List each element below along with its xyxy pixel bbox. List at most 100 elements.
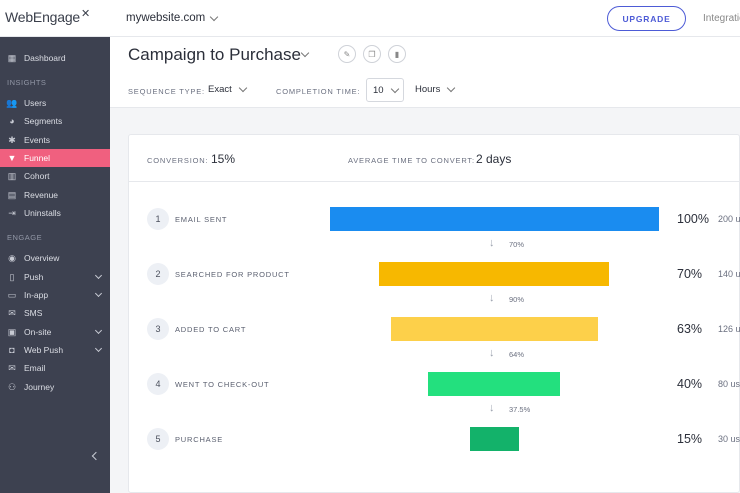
overview-icon: ◉: [8, 252, 16, 263]
step-number: 3: [147, 318, 169, 340]
email-icon: ✉: [8, 362, 16, 373]
edit-button[interactable]: ✎: [338, 45, 356, 63]
sidebar-item-label: Journey: [24, 382, 55, 392]
funnel-bar[interactable]: [390, 317, 598, 341]
sidebar-item-events[interactable]: ✱ Events: [0, 131, 110, 149]
sidebar-item-label: Web Push: [24, 345, 64, 355]
sidebar-item-overview[interactable]: ◉ Overview: [0, 249, 110, 267]
sidebar-item-label: Dashboard: [24, 53, 66, 63]
avg-time-value: 2 days: [476, 152, 512, 166]
step-conversion-rate: 70%: [509, 240, 525, 249]
summary-bar: CONVERSION: 15% AVERAGE TIME TO CONVERT:…: [129, 135, 740, 182]
sidebar-item-users[interactable]: 👥 Users: [0, 94, 110, 112]
sidebar-item-email[interactable]: ✉ Email: [0, 359, 110, 377]
sidebar-item-label: Revenue: [24, 190, 59, 200]
delete-button[interactable]: ▮: [388, 45, 406, 63]
sidebar-item-label: Uninstalls: [24, 208, 61, 218]
on-site-icon: ▣: [7, 326, 17, 337]
step-user-count: 80 us: [718, 379, 740, 389]
step-user-count: 200 u: [718, 214, 740, 224]
completion-unit-select[interactable]: Hours: [415, 83, 456, 95]
page-header: Campaign to Purchase ✎ ❐ ▮ SEQUENCE TYPE…: [110, 37, 740, 108]
sidebar-item-funnel[interactable]: ▼ Funnel: [0, 149, 110, 167]
chevron-down-icon: [447, 83, 456, 93]
upgrade-button[interactable]: UPGRADE: [607, 6, 686, 31]
step-conversion-rate: 64%: [509, 350, 525, 359]
push-icon: ▯: [9, 271, 15, 282]
chevron-down-icon: [238, 83, 248, 93]
users-icon: 👥: [6, 97, 18, 108]
conversion-label: CONVERSION:: [147, 156, 209, 165]
step-label: WENT TO CHECK-OUT: [175, 380, 270, 389]
sidebar-item-label: Events: [24, 135, 50, 145]
section-label-insights: INSIGHTS: [7, 78, 47, 87]
logo-text: WebEngage: [5, 9, 81, 25]
step-number: 2: [147, 263, 169, 285]
funnel-bar[interactable]: [329, 207, 659, 231]
sidebar-item-uninstalls[interactable]: ⇥ Uninstalls: [0, 204, 110, 222]
site-selector[interactable]: mywebsite.com: [126, 12, 219, 24]
web-push-icon: ◘: [9, 345, 15, 355]
cohort-icon: ▥: [7, 170, 17, 181]
sidebar-item-label: Funnel: [24, 153, 50, 163]
sidebar-item-sms[interactable]: ✉ SMS: [0, 304, 110, 322]
sequence-type-label: SEQUENCE TYPE:: [128, 87, 205, 96]
step-user-count: 126 u: [718, 324, 740, 334]
sequence-type-value: Exact: [208, 84, 232, 95]
sidebar-item-label: Overview: [24, 253, 60, 263]
arrow-down-icon: ↓: [489, 402, 495, 414]
duplicate-button[interactable]: ❐: [363, 45, 381, 63]
chevron-down-icon: [94, 326, 103, 335]
funnel-card: CONVERSION: 15% AVERAGE TIME TO CONVERT:…: [128, 134, 740, 493]
step-number: 4: [147, 373, 169, 395]
chevron-down-icon: [210, 12, 219, 21]
sidebar-item-label: Segments: [24, 116, 63, 126]
sidebar-item-label: On-site: [24, 327, 52, 337]
collapse-sidebar-icon[interactable]: [91, 451, 101, 461]
sidebar-item-cohort[interactable]: ▥ Cohort: [0, 167, 110, 185]
sidebar-item-web-push[interactable]: ◘ Web Push: [0, 341, 110, 359]
chevron-down-icon: [94, 271, 103, 280]
step-percent: 40%: [677, 377, 703, 391]
step-number: 5: [147, 428, 169, 450]
step-percent: 15%: [677, 432, 703, 446]
sms-icon: ✉: [8, 307, 16, 318]
uninstalls-icon: ⇥: [8, 207, 16, 218]
sidebar-item-journey[interactable]: ⚇ Journey: [0, 378, 110, 396]
sidebar-item-in-app[interactable]: ▭ In-app: [0, 286, 110, 304]
arrow-down-icon: ↓: [489, 292, 495, 304]
integrations-link[interactable]: Integratio: [703, 13, 740, 24]
completion-unit-value: Hours: [415, 84, 441, 95]
funnel-bar[interactable]: [428, 372, 560, 396]
webengage-logo[interactable]: WebEngage ✕: [5, 8, 90, 26]
sidebar-item-on-site[interactable]: ▣ On-site: [0, 323, 110, 341]
sidebar-item-push[interactable]: ▯ Push: [0, 268, 110, 286]
sidebar-item-label: SMS: [24, 308, 43, 318]
funnel-icon: ▼: [7, 153, 17, 163]
chevron-down-icon: [390, 84, 399, 93]
chevron-down-icon: [94, 344, 103, 353]
segments-icon: ◕: [9, 116, 15, 126]
revenue-icon: ▤: [7, 189, 17, 200]
step-percent: 100%: [677, 212, 709, 226]
sidebar-item-revenue[interactable]: ▤ Revenue: [0, 186, 110, 204]
journey-icon: ⚇: [7, 381, 17, 392]
sequence-type-select[interactable]: Exact: [208, 83, 248, 95]
sidebar-item-segments[interactable]: ◕ Segments: [0, 112, 110, 130]
funnel-bar[interactable]: [379, 262, 609, 286]
sidebar-item-label: Push: [24, 272, 44, 282]
sidebar-item-label: Users: [24, 98, 47, 108]
sidebar-item-dashboard[interactable]: ▦ Dashboard: [0, 49, 110, 67]
funnel-bar[interactable]: [469, 427, 519, 451]
step-label: ADDED TO CART: [175, 325, 247, 334]
section-label-engage: ENGAGE: [7, 233, 43, 242]
chevron-down-icon[interactable]: [300, 48, 310, 58]
step-percent: 63%: [677, 322, 703, 336]
completion-time-select[interactable]: 10: [366, 78, 404, 102]
step-label: SEARCHED FOR PRODUCT: [175, 270, 290, 279]
dashboard-icon: ▦: [7, 52, 17, 63]
step-conversion-rate: 90%: [509, 295, 525, 304]
step-percent: 70%: [677, 267, 703, 281]
top-bar: WebEngage ✕ mywebsite.com UPGRADE Integr…: [0, 0, 740, 37]
step-label: EMAIL SENT: [175, 215, 228, 224]
